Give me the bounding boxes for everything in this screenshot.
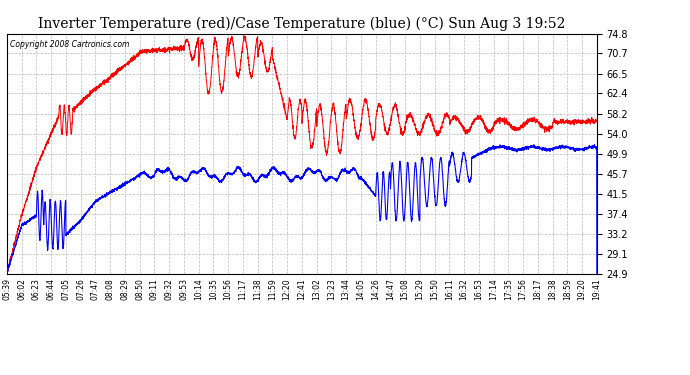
- Title: Inverter Temperature (red)/Case Temperature (blue) (°C) Sun Aug 3 19:52: Inverter Temperature (red)/Case Temperat…: [38, 17, 566, 31]
- Text: Copyright 2008 Cartronics.com: Copyright 2008 Cartronics.com: [10, 40, 129, 49]
